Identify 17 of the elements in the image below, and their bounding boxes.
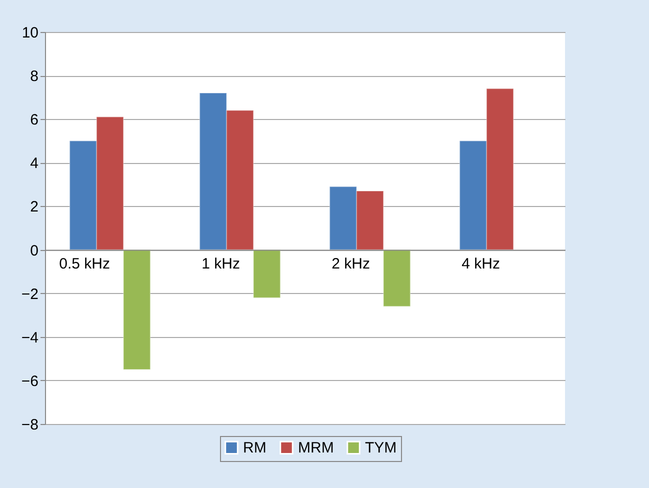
y-tick-label: 0 [30,242,38,260]
legend-label: TYM [365,440,397,457]
y-tick-label: −8 [21,416,38,434]
y-tick-label: 10 [22,24,38,42]
legend-label: MRM [298,440,334,457]
x-tick-label: 0.5 kHz [59,255,110,272]
y-tick-label: 8 [30,68,38,86]
y-tick-label: −6 [21,372,38,390]
y-tick-label: 2 [30,198,38,216]
y-tick-label: 6 [30,112,38,129]
x-tick-label: 4 kHz [462,255,500,272]
y-tick-label: −2 [21,286,38,303]
y-tick-label: 4 [30,155,38,172]
x-tick-label: 2 kHz [332,255,370,272]
y-tick-label: −4 [21,329,38,346]
x-tick-label: 1 kHz [202,255,240,272]
legend-label: RM [243,440,266,457]
